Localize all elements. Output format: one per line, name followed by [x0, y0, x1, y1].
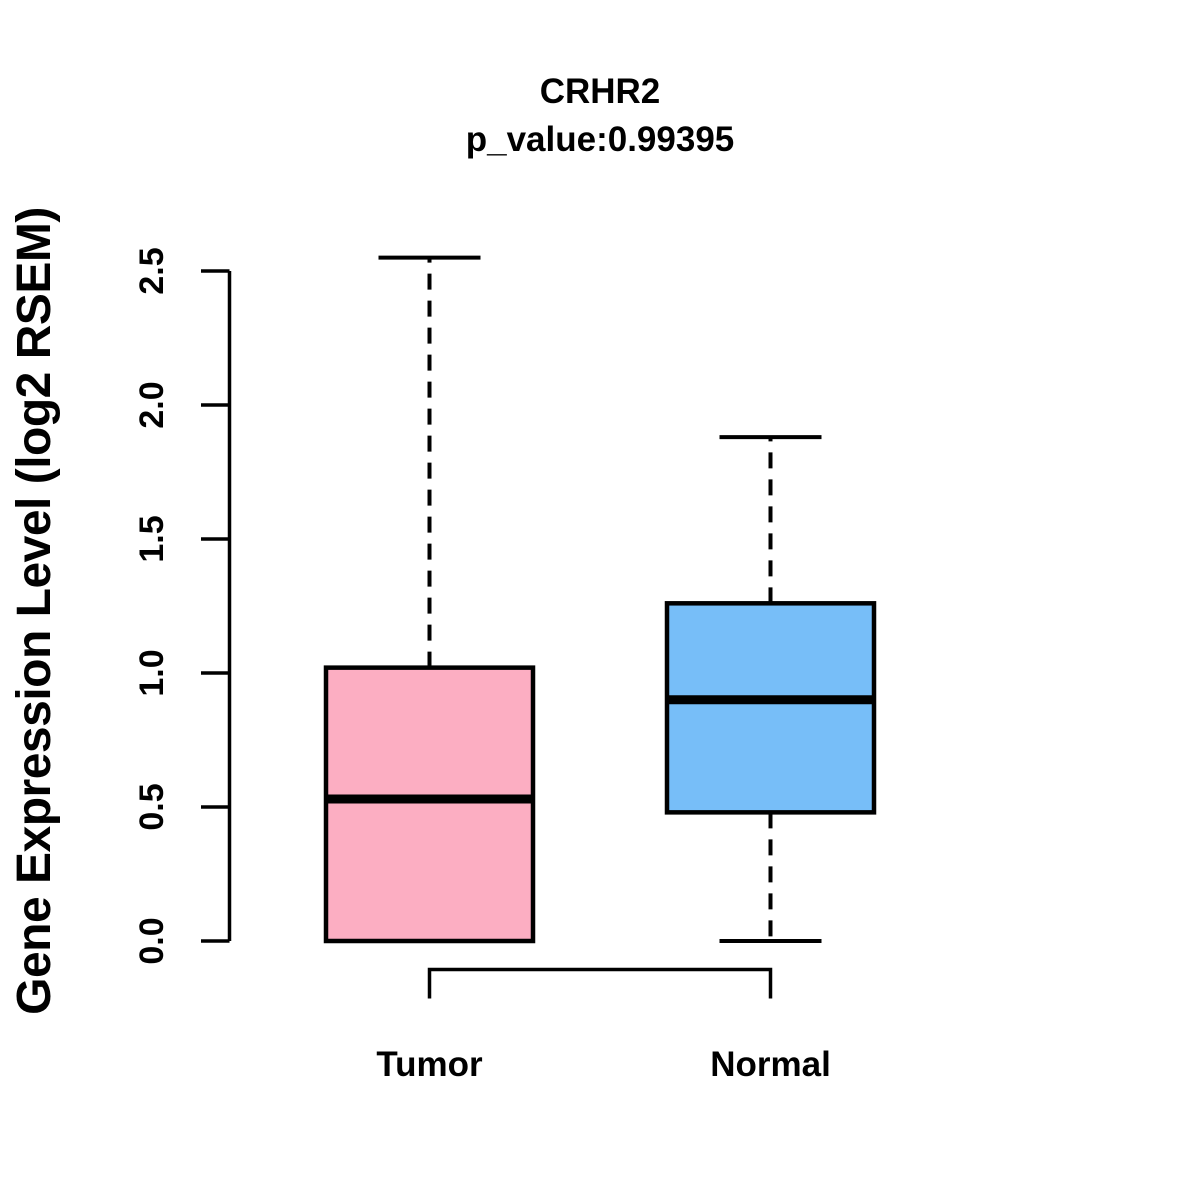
y-axis-tick-label: 2.5 — [133, 247, 171, 294]
bracket-path — [427, 967, 773, 999]
boxes — [323, 255, 877, 944]
x-axis-label-tumor: Tumor — [376, 1045, 483, 1084]
iqr-box — [664, 601, 877, 815]
y-axis-tick-label: 2.0 — [133, 381, 171, 428]
y-axis: 0.0 0.5 1.0 1.5 2.0 2.5 — [133, 247, 232, 965]
x-axis-label-normal: Normal — [710, 1045, 831, 1084]
chart-subtitle-pvalue: p_value:0.99395 — [466, 120, 735, 159]
y-axis-tick-label: 0.5 — [133, 783, 171, 830]
y-axis-tick-label: 1.0 — [133, 649, 171, 696]
iqr-box — [323, 665, 536, 944]
box-tumor — [323, 255, 536, 944]
chart-title: CRHR2 — [540, 72, 661, 111]
box-normal — [664, 435, 877, 943]
comparison-bracket — [427, 967, 773, 999]
y-axis-tick-label: 1.5 — [133, 515, 171, 562]
x-axis-labels: Tumor Normal — [376, 1045, 830, 1084]
y-axis-tick-label: 0.0 — [133, 917, 171, 964]
y-axis-title: Gene Expression Level (log2 RSEM) — [8, 207, 61, 1015]
